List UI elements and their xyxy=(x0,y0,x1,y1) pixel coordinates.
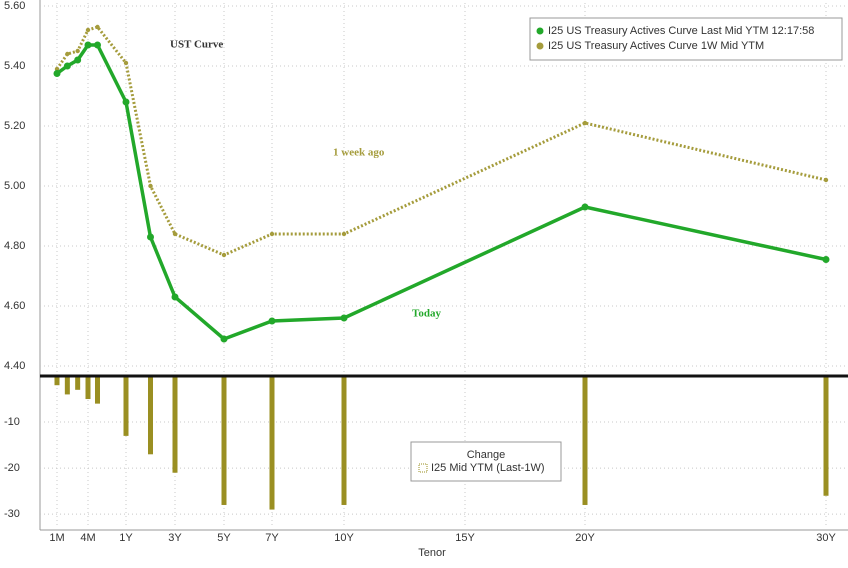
annotation: 1 week ago xyxy=(333,147,385,159)
point xyxy=(65,51,70,57)
point xyxy=(341,231,347,237)
legend-box xyxy=(529,17,843,61)
point xyxy=(54,66,60,72)
y-tick-label: 4.40 xyxy=(4,360,25,372)
x-axis-label: Tenor xyxy=(418,547,446,559)
point xyxy=(148,183,153,189)
bar xyxy=(823,376,829,496)
point xyxy=(171,293,179,301)
x-tick-label: 20Y xyxy=(575,532,595,544)
bar xyxy=(85,376,91,400)
point xyxy=(582,120,588,126)
chart-title: UST Curve xyxy=(170,39,223,51)
y-tick-label: 5.20 xyxy=(4,120,25,132)
y-tick-label: -10 xyxy=(4,416,20,428)
y-tick-label: 4.80 xyxy=(4,240,25,252)
point xyxy=(822,256,830,263)
x-tick-label: 4M xyxy=(80,532,95,544)
point xyxy=(53,70,61,77)
x-tick-label: 1M xyxy=(49,532,64,544)
x-tick-label: 1Y xyxy=(119,532,133,544)
point xyxy=(123,60,129,66)
legend-title: Change xyxy=(467,449,506,461)
legend-marker xyxy=(536,42,544,50)
point xyxy=(95,24,100,30)
point xyxy=(74,56,82,64)
point xyxy=(340,314,348,322)
bar xyxy=(75,376,81,390)
bar xyxy=(172,376,178,473)
legend-box xyxy=(410,441,562,482)
annotation: Today xyxy=(412,308,441,320)
x-tick-label: 7Y xyxy=(265,532,279,544)
bar xyxy=(64,376,70,395)
legend-marker xyxy=(418,463,428,473)
legend-label: I25 Mid YTM (Last-1W) xyxy=(431,462,545,474)
x-tick-label: 10Y xyxy=(334,532,354,544)
y-tick-label: 4.60 xyxy=(4,300,25,312)
point xyxy=(147,233,154,241)
x-tick-label: 3Y xyxy=(168,532,182,544)
point xyxy=(581,203,589,211)
x-tick-label: 15Y xyxy=(455,532,475,544)
bar xyxy=(123,376,129,436)
legend-marker xyxy=(536,27,544,35)
legend-label: I25 US Treasury Actives Curve 1W Mid YTM xyxy=(548,40,764,52)
point xyxy=(84,41,92,49)
y-tick-label: 5.00 xyxy=(4,180,25,192)
x-tick-label: 30Y xyxy=(816,532,836,544)
y-tick-label: 5.40 xyxy=(4,60,25,72)
point xyxy=(63,62,71,70)
bar xyxy=(54,376,60,386)
y-tick-label: -20 xyxy=(4,462,20,474)
point xyxy=(221,252,227,258)
point xyxy=(94,41,102,49)
point xyxy=(823,177,829,183)
point xyxy=(122,98,130,106)
point xyxy=(269,231,275,237)
x-tick-label: 5Y xyxy=(217,532,231,544)
bar xyxy=(341,376,347,505)
y-tick-label: 5.60 xyxy=(4,0,25,12)
y-tick-label: -30 xyxy=(4,508,20,520)
point xyxy=(268,317,276,325)
bar xyxy=(148,376,153,455)
point xyxy=(85,27,91,33)
bar xyxy=(269,376,275,510)
point xyxy=(220,335,228,343)
bar xyxy=(582,376,588,505)
bar xyxy=(221,376,227,505)
point xyxy=(75,48,80,54)
legend-label: I25 US Treasury Actives Curve Last Mid Y… xyxy=(548,25,814,37)
bar xyxy=(95,376,101,404)
point xyxy=(172,231,178,237)
